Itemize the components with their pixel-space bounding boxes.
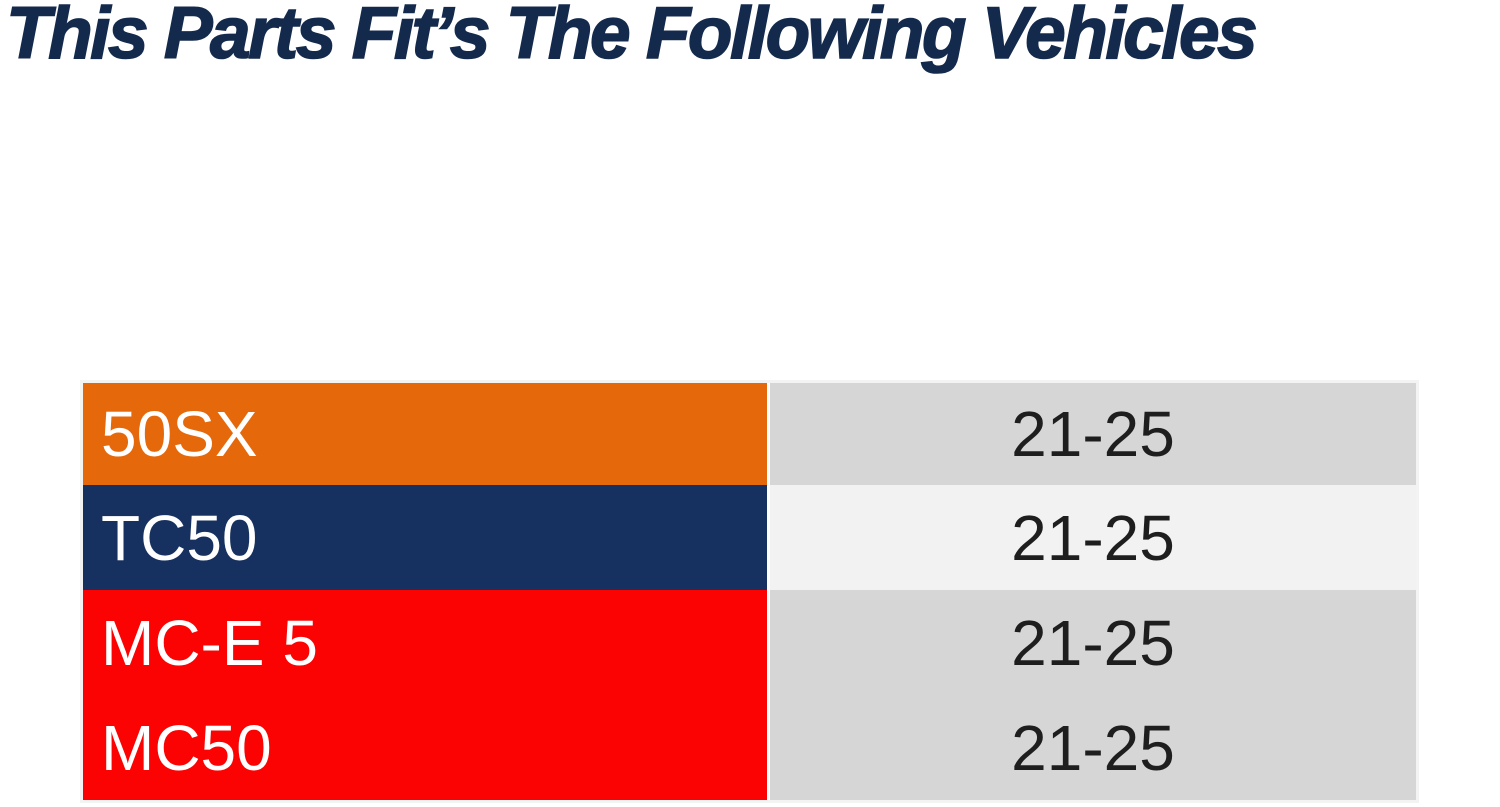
model-cell-mc50: MC50 xyxy=(83,695,767,800)
model-cell-50sx: 50SX xyxy=(83,383,767,485)
year-cell-50sx: 21-25 xyxy=(770,383,1416,485)
model-cell-mc-e5: MC-E 5 xyxy=(83,590,767,695)
year-cell-mc-e5: 21-25 xyxy=(770,590,1416,695)
page-title: This Parts Fit’s The Following Vehicles xyxy=(5,0,1258,75)
year-cell-tc50: 21-25 xyxy=(770,485,1416,590)
fitment-table: 50SX 21-25 TC50 21-25 MC-E 5 21-25 MC50 … xyxy=(80,380,1419,803)
model-cell-tc50: TC50 xyxy=(83,485,767,590)
year-cell-mc50: 21-25 xyxy=(770,695,1416,800)
